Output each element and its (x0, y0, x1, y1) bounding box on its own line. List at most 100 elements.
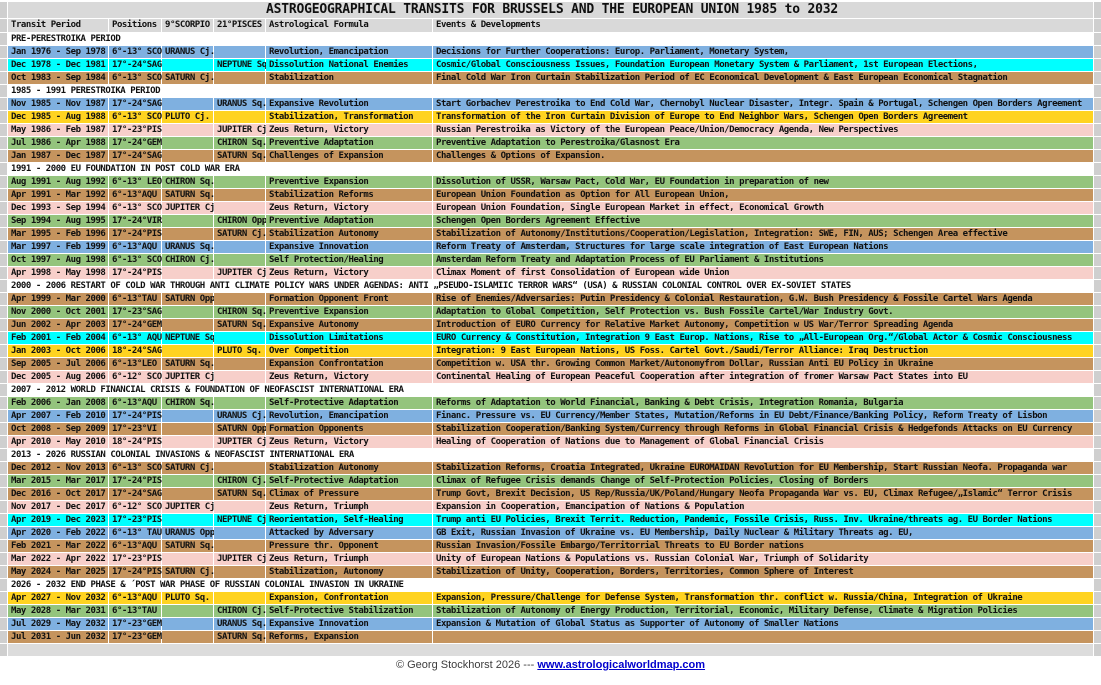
pisces-transit-cell: SATURN Cj. (214, 228, 267, 240)
left-gutter (0, 202, 7, 214)
formula-cell: Stabilization Autonomy (266, 462, 432, 474)
scorpio-transit-cell: JUPITER Cj. (162, 371, 220, 383)
right-gutter (1094, 228, 1101, 240)
formula-cell: Reforms, Expansion (266, 631, 432, 643)
pisces-transit-cell (214, 527, 265, 539)
scorpio-transit-cell: SATURN Cj. (162, 566, 215, 578)
formula-cell: Reorientation, Self-Healing (266, 514, 432, 526)
table-row[interactable]: Mar 1997 - Feb 1999 6°-13°AQU URANUS Sq. Ex… (0, 241, 1101, 253)
transit-period-cell: Nov 2017 - Dec 2017 (8, 501, 108, 513)
table-row[interactable]: Jan 1987 - Dec 1987 17°-24°SAG SATURN Sq. C… (0, 150, 1101, 162)
table-row[interactable]: Dec 1978 - Dec 1981 17°-24°SAG NEPTUNE Sq.… (0, 59, 1101, 71)
transit-period-cell: Dec 1993 - Sep 1994 (8, 202, 108, 214)
left-gutter (0, 410, 7, 422)
formula-cell: Expansion, Confrontation (266, 592, 432, 604)
left-gutter (0, 124, 7, 136)
table-row[interactable]: Mar 1995 - Feb 1996 17°-24°PIS SATURN Cj. S… (0, 228, 1101, 240)
events-cell: Adaptation to Global Competition, Self P… (433, 306, 1093, 318)
table-row[interactable]: Oct 2008 - Sep 2009 17°-23°VI SATURN Opp. F… (0, 423, 1101, 435)
pisces-transit-cell (214, 176, 265, 188)
table-row[interactable]: Jul 1986 - Apr 1988 17°-24°GEM CHIRON Sq. P… (0, 137, 1101, 149)
pisces-transit-cell (214, 501, 265, 513)
pisces-transit-cell: URANUS Cj. (214, 410, 267, 422)
table-row[interactable]: May 2024 - Mar 2025 17°-24°PIS SATURN Cj. S… (0, 566, 1101, 578)
title-row: ASTROGEOGRAPHICAL TRANSITS FOR BRUSSELS … (0, 2, 1101, 18)
table-row[interactable]: Apr 2020 - Feb 2022 6°-13° TAU URANUS Opp.… (0, 527, 1101, 539)
table-row[interactable]: Apr 2007 - Feb 2010 17°-24°PIS URANUS Cj. R… (0, 410, 1101, 422)
copyright-text: © Georg Stockhorst 2026 --- (395, 659, 535, 671)
events-cell: Expansion in Cooperation, Emancipation o… (433, 501, 1093, 513)
table-row[interactable]: Oct 1983 - Sep 1984 6°-13° SCO SATURN Cj. S… (0, 72, 1101, 84)
table-row[interactable]: Jul 2029 - May 2032 17°-23°GEM URANUS Sq. E… (0, 618, 1101, 630)
left-gutter (0, 176, 7, 188)
events-cell: Rise of Enemies/Adversaries: Putin Presi… (433, 293, 1093, 305)
table-row[interactable]: May 2028 - Mar 2031 6°-13°TAU CHIRON Cj. Se… (0, 605, 1101, 617)
table-row[interactable]: Mar 2022 - Apr 2022 17°-23°PIS JUPITER Cj.… (0, 553, 1101, 565)
formula-cell: Zeus Return, Victory (266, 371, 432, 383)
positions-cell: 6°-13° SCO (109, 202, 162, 214)
transit-period-cell: Dec 1978 - Dec 1981 (8, 59, 108, 71)
table-row[interactable]: Nov 2017 - Dec 2017 6°-12° SCO JUPITER Cj.… (0, 501, 1101, 513)
events-cell: Russian Perestroika as Victory of the Eu… (433, 124, 1093, 136)
section-header-row: 2007 - 2012 WORLD FINANCIAL CRISIS & FOU… (0, 384, 1101, 396)
column-header-formula: Astrological Formula (266, 19, 432, 32)
scorpio-transit-cell (162, 124, 213, 136)
events-cell: Trump anti EU Policies, Brexit Territ. R… (433, 514, 1093, 526)
table-row[interactable]: Apr 1998 - May 1998 17°-24°PIS JUPITER Cj.… (0, 267, 1101, 279)
formula-cell: Self Protection/Healing (266, 254, 432, 266)
table-row[interactable]: Apr 1999 - Mar 2000 6°-13°TAU SATURN Opp. F… (0, 293, 1101, 305)
table-row[interactable]: Jul 2031 - Jun 2032 17°-23°GEM SATURN Sq. R… (0, 631, 1101, 643)
table-row[interactable]: Sep 2005 - Jul 2006 6°-13°LEO SATURN Sq. Ex… (0, 358, 1101, 370)
positions-cell: 6°-13°TAU (109, 605, 161, 617)
table-row[interactable]: Dec 2005 - Aug 2006 6°-12° SCO JUPITER Cj.… (0, 371, 1101, 383)
right-gutter (1094, 462, 1101, 474)
positions-cell: 17°-23°VI (109, 423, 161, 435)
transit-period-cell: May 2028 - Mar 2031 (8, 605, 108, 617)
pisces-transit-cell (214, 462, 265, 474)
table-row[interactable]: Apr 2010 - May 2010 18°-24°PIS JUPITER Cj.… (0, 436, 1101, 448)
left-gutter (0, 540, 7, 552)
table-row[interactable]: Nov 1985 - Nov 1987 17°-24°SAG URANUS Sq. E… (0, 98, 1101, 110)
table-row[interactable]: Jan 2003 - Oct 2006 18°-24°SAG PLUTO Sq. Ov… (0, 345, 1101, 357)
table-row[interactable]: Apr 1991 - Mar 1992 6°-13°AQU SATURN Sq. St… (0, 189, 1101, 201)
events-cell: European Union Foundation, Single Europe… (433, 202, 1093, 214)
scorpio-transit-cell: PLUTO Cj. (162, 111, 213, 123)
table-row[interactable]: Apr 2019 - Dec 2023 17°-23°PIS NEPTUNE Cj.… (0, 514, 1101, 526)
scorpio-transit-cell: PLUTO Sq. (162, 592, 213, 604)
left-gutter (0, 72, 7, 84)
table-row[interactable]: Sep 1994 - Aug 1995 17°-24°VIR CHIRON Opp.… (0, 215, 1101, 227)
table-row[interactable]: Nov 2000 - Oct 2001 17°-23°SAG CHIRON Sq. P… (0, 306, 1101, 318)
pisces-transit-cell: URANUS Sq. (214, 98, 267, 110)
transit-period-cell: Mar 2015 - Mar 2017 (8, 475, 108, 487)
table-row[interactable]: Mar 2015 - Mar 2017 17°-24°PIS CHIRON Cj. S… (0, 475, 1101, 487)
scorpio-transit-cell (162, 631, 213, 643)
events-cell: Trump Govt, Brexit Decision, US Rep/Russ… (433, 488, 1093, 500)
table-row[interactable]: Dec 1993 - Sep 1994 6°-13° SCO JUPITER Cj.… (0, 202, 1101, 214)
website-link[interactable]: www.astrologicalworldmap.com (537, 659, 706, 671)
left-gutter (0, 293, 7, 305)
table-row[interactable]: Oct 1997 - Aug 1998 6°-13° SCO CHIRON Cj. S… (0, 254, 1101, 266)
right-gutter (1094, 514, 1101, 526)
table-row[interactable]: Feb 2021 - Mar 2022 6°-13°AQU SATURN Sq. Pr… (0, 540, 1101, 552)
table-row[interactable]: Dec 2012 - Nov 2013 6°-13° SCO SATURN Cj. S… (0, 462, 1101, 474)
table-row[interactable]: Dec 1985 - Aug 1988 6°-13° SCO PLUTO Cj. St… (0, 111, 1101, 123)
table-row[interactable]: Aug 1991 - Aug 1992 6°-13° LEO CHIRON Sq. P… (0, 176, 1101, 188)
table-row[interactable]: May 1986 - Feb 1987 17°-23°PIS JUPITER Cj.… (0, 124, 1101, 136)
table-row[interactable]: Feb 2006 - Jan 2008 6°-13°AQU CHIRON Sq. Se… (0, 397, 1101, 409)
section-title: 1985 - 1991 PERESTROIKA PERIOD (8, 85, 1093, 97)
table-row[interactable]: Jan 1976 - Sep 1978 6°-13° SCO URANUS Cj. R… (0, 46, 1101, 58)
events-cell: Cosmic/Global Consciousness Issues, Foun… (433, 59, 1093, 71)
scorpio-transit-cell (162, 306, 213, 318)
table-row[interactable]: Feb 2001 - Feb 2004 6°-13° AQU NEPTUNE Sq.… (0, 332, 1101, 344)
column-header-transit-period: Transit Period (8, 19, 108, 32)
transit-period-cell: Jun 2002 - Apr 2003 (8, 319, 108, 331)
events-cell: Introduction of EURO Currency for Relati… (433, 319, 1093, 331)
formula-cell: Attacked by Adversary (266, 527, 432, 539)
table-row[interactable]: Dec 2016 - Oct 2017 17°-24°SAG SATURN Sq. C… (0, 488, 1101, 500)
page-title: ASTROGEOGRAPHICAL TRANSITS FOR BRUSSELS … (8, 2, 1093, 18)
left-gutter (0, 19, 7, 32)
formula-cell: Stabilization Autonomy (266, 228, 432, 240)
table-row[interactable]: Jun 2002 - Apr 2003 17°-24°GEM SATURN Sq. E… (0, 319, 1101, 331)
left-gutter (0, 462, 7, 474)
table-row[interactable]: Apr 2027 - Nov 2032 6°-13°AQU PLUTO Sq. Exp… (0, 592, 1101, 604)
